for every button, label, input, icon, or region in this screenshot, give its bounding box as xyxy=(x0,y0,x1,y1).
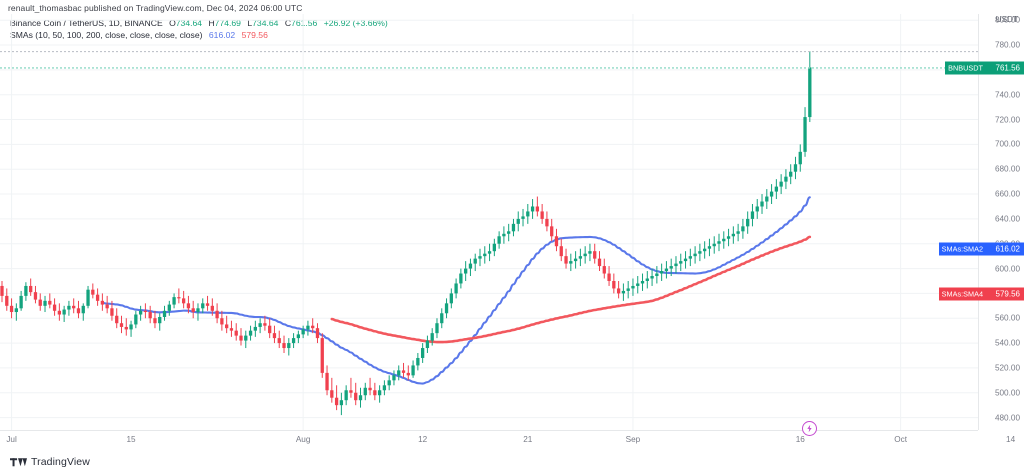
legend-high-label: H xyxy=(208,18,215,28)
price-badge-value: 761.56 xyxy=(986,61,1024,75)
price-badge-sma2[interactable]: SMAs:SMA2 616.02 xyxy=(938,242,1024,256)
time-tick: 12 xyxy=(418,435,428,444)
price-tick: 720.00 xyxy=(994,115,1020,125)
time-tick: 16 xyxy=(795,435,805,444)
candlestick-chart xyxy=(0,14,978,430)
legend-low-label: L xyxy=(247,18,253,28)
legend-ohlc-row: Binance Coin / TetherUS, 1D, BINANCE O73… xyxy=(10,17,388,29)
legend-close-value: 761.56 xyxy=(291,18,318,28)
legend-open-label: O xyxy=(169,18,176,28)
price-tick: 640.00 xyxy=(994,214,1020,224)
time-axis[interactable]: Jul15Aug1221Sep16Oct1423Nov1120Dec162025 xyxy=(0,430,1015,448)
price-tick: 540.00 xyxy=(994,338,1020,348)
legend-sma-row: SMAs (10, 50, 100, 200, close, close, cl… xyxy=(10,29,388,41)
price-tick: 740.00 xyxy=(994,90,1020,100)
price-badge-value: 616.02 xyxy=(986,242,1024,256)
event-marker-icon[interactable] xyxy=(802,421,817,436)
legend-sma-red-value: 579.56 xyxy=(241,30,268,40)
price-tick: 500.00 xyxy=(994,388,1020,398)
time-tick: 14 xyxy=(1006,435,1016,444)
legend-change-value: +26.92 (+3.66%) xyxy=(323,18,388,28)
price-tick: 680.00 xyxy=(994,164,1020,174)
time-tick: Oct xyxy=(894,435,907,444)
legend-close-label: C xyxy=(284,18,292,28)
price-badge-value: 579.56 xyxy=(986,287,1024,301)
legend-sma-blue-value: 616.02 xyxy=(208,30,236,40)
legend-high-value: 774.69 xyxy=(214,18,241,28)
price-badge-tag: SMAs:SMA4 xyxy=(938,287,986,301)
time-tick: 15 xyxy=(126,435,136,444)
price-axis-unit: USDT xyxy=(995,15,1018,24)
price-badge-price[interactable]: BNBUSDT 761.56 xyxy=(945,61,1024,75)
price-tick: 520.00 xyxy=(994,363,1020,373)
price-tick: 780.00 xyxy=(994,40,1020,50)
candle-series xyxy=(0,51,812,416)
chart-legend: Binance Coin / TetherUS, 1D, BINANCE O73… xyxy=(10,17,388,41)
price-tick: 480.00 xyxy=(994,413,1020,423)
price-tick: 660.00 xyxy=(994,189,1020,199)
legend-symbol[interactable]: Binance Coin / TetherUS, 1D, BINANCE xyxy=(10,18,163,28)
price-badge-tag: BNBUSDT xyxy=(945,61,986,75)
time-tick: Aug xyxy=(295,435,311,444)
price-tick: 700.00 xyxy=(994,139,1020,149)
price-tick: 800.00 xyxy=(994,15,1020,25)
price-badge-sma4[interactable]: SMAs:SMA4 579.56 xyxy=(938,287,1024,301)
price-badge-tag: SMAs:SMA2 xyxy=(938,242,986,256)
time-tick: Sep xyxy=(625,435,641,444)
tradingview-brand-text: TradingView xyxy=(31,456,90,468)
price-tick: 600.00 xyxy=(994,264,1020,274)
chart-plot-area[interactable] xyxy=(0,14,978,430)
tradingview-logo-icon xyxy=(10,457,27,466)
time-tick: Jul xyxy=(6,435,17,444)
price-tick: 560.00 xyxy=(994,313,1020,323)
tradingview-footer: TradingView xyxy=(10,456,90,468)
legend-sma-title[interactable]: SMAs (10, 50, 100, 200, close, close, cl… xyxy=(10,30,203,40)
legend-low-value: 734.64 xyxy=(252,18,279,28)
time-tick: 21 xyxy=(523,435,533,444)
attribution-text: renault_thomasbac published on TradingVi… xyxy=(8,3,303,13)
price-axis[interactable]: USDT 800.00780.00760.00740.00720.00700.0… xyxy=(978,14,1024,430)
legend-open-value: 734.64 xyxy=(175,18,203,28)
